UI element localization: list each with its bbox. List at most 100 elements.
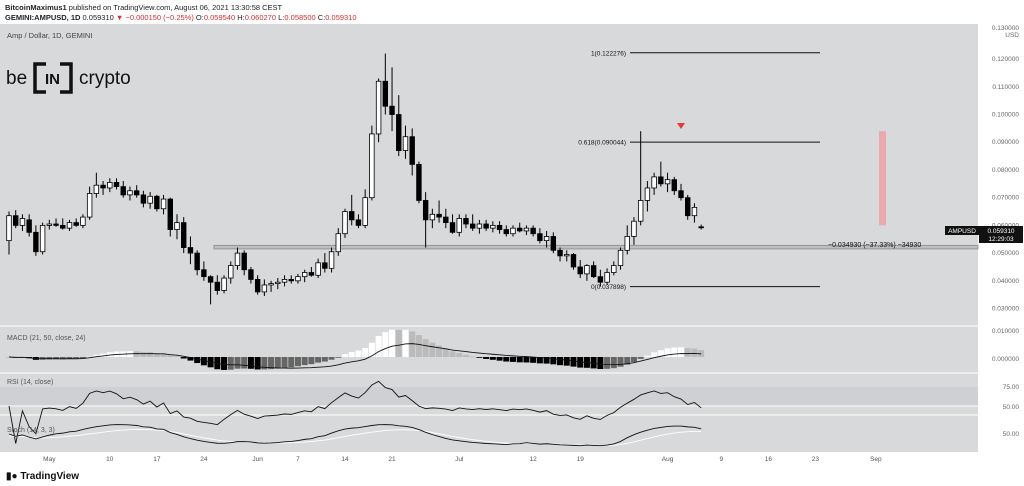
candlestick-chart[interactable]: Amp / Dollar, 1D, GEMINI be IN crypto 1(… [0, 24, 1024, 468]
candle [449, 214, 456, 234]
candle-body-down [517, 227, 523, 232]
stoch-indicator: Stoch (14, 3, 3) 50.00 [7, 424, 1019, 447]
tradingview-logo[interactable]: ▮● TradingView [6, 471, 79, 482]
stoch-legend: Stoch (14, 3, 3) [7, 427, 55, 434]
red-marker-icon [677, 123, 685, 129]
macd-histogram-bar [335, 357, 342, 358]
candle [436, 200, 442, 223]
rsi-tick-50: 50.00 [1003, 404, 1020, 411]
candle-body-up [315, 262, 321, 276]
macd-histogram-bar [153, 353, 160, 357]
macd-tick-zero: 0.000000 [992, 356, 1019, 363]
x-tick-label: 14 [341, 456, 349, 463]
target-rect [879, 131, 886, 226]
candle [402, 125, 409, 159]
candle [315, 258, 321, 279]
candle [691, 203, 698, 223]
macd-indicator: MACD (21, 50, close, 24) 0.010000 0.0000… [6, 328, 1019, 370]
macd-histogram-bar [281, 357, 288, 368]
ohlc-high-label: H: [237, 13, 245, 22]
macd-histogram-bar [73, 357, 80, 359]
candle [557, 247, 563, 262]
candle-body-up [631, 220, 637, 237]
candle [221, 275, 227, 294]
macd-histogram-bar [523, 357, 530, 363]
candle [86, 186, 93, 220]
candle [490, 221, 496, 233]
macd-histogram-bar [389, 329, 396, 357]
measure-tool[interactable]: −0.034930 (−37.33%) −34930 [828, 242, 921, 249]
candle-body-down [416, 164, 422, 201]
candle-body-down [698, 226, 704, 229]
candle-body-down [597, 276, 604, 283]
macd-histogram-bar [308, 357, 315, 365]
macd-histogram-bar [66, 357, 73, 360]
candle [456, 214, 462, 237]
candle [496, 221, 503, 234]
candle [328, 247, 335, 273]
ohlc-low: 0.058500 [284, 13, 316, 22]
candle-body-up [147, 195, 153, 204]
candle [355, 214, 362, 229]
candle-body-down [685, 197, 691, 217]
candle-body-down [181, 222, 187, 248]
candle [147, 192, 153, 209]
candle-body-up [6, 215, 12, 242]
candle-body-up [644, 187, 651, 201]
candle-body-up [637, 200, 644, 222]
macd-histogram-bar [402, 329, 409, 357]
candle-body-down [409, 136, 415, 165]
candle-body-down [53, 223, 59, 226]
candle-body-up [328, 251, 335, 269]
macd-histogram-bar [355, 350, 362, 357]
macd-histogram-bar [590, 357, 597, 369]
candle [570, 253, 577, 270]
macd-legend: MACD (21, 50, close, 24) [7, 335, 86, 342]
macd-histogram-bar [342, 354, 348, 357]
candle [698, 224, 704, 230]
macd-histogram-bar [610, 357, 617, 369]
x-tick-label: Jul [455, 456, 464, 463]
candle-body-down [207, 276, 214, 283]
candle [651, 172, 657, 195]
macd-histogram-bar [180, 357, 187, 359]
fib-retracement[interactable]: 1(0.122276) 0.618(0.090044) 0(0.037898) [578, 50, 820, 291]
macd-histogram-bar [516, 357, 523, 363]
candle [308, 266, 315, 277]
macd-histogram-bar [147, 352, 154, 357]
candle-body-down [167, 198, 173, 230]
macd-histogram-bar [536, 357, 543, 364]
publisher-name[interactable]: BitcoinMaximus1 [5, 3, 67, 12]
macd-histogram-bar [597, 357, 604, 370]
candle [664, 172, 671, 193]
support-zone[interactable] [213, 244, 979, 250]
candle [349, 194, 355, 226]
candle-body-up [107, 182, 113, 189]
candle [120, 181, 126, 198]
candle [167, 197, 173, 237]
candle-body-up [281, 279, 288, 283]
candle [281, 275, 288, 287]
candle-body-up [490, 224, 496, 229]
candle [80, 214, 86, 229]
candle [60, 218, 66, 230]
candle [469, 214, 476, 231]
candle [604, 268, 610, 285]
target-box[interactable] [879, 131, 886, 226]
candle [597, 269, 604, 287]
macd-histogram-bar [462, 354, 469, 357]
current-price-tag: AMPUSD 0.059310 12:29:03 [945, 226, 1023, 243]
candle-body-down [254, 279, 261, 293]
candle-body-down [241, 252, 247, 271]
candle [301, 269, 308, 283]
price-axis[interactable] [978, 24, 1024, 468]
macd-histogram-bar [476, 357, 483, 358]
candle-body-up [369, 133, 375, 199]
macd-histogram-bar [321, 357, 328, 362]
price-pane[interactable] [0, 24, 978, 326]
candle [590, 261, 597, 279]
candle-body-down [288, 279, 294, 282]
macd-histogram-bar [684, 348, 691, 357]
macd-histogram-bar [570, 357, 577, 367]
candle [624, 225, 630, 255]
